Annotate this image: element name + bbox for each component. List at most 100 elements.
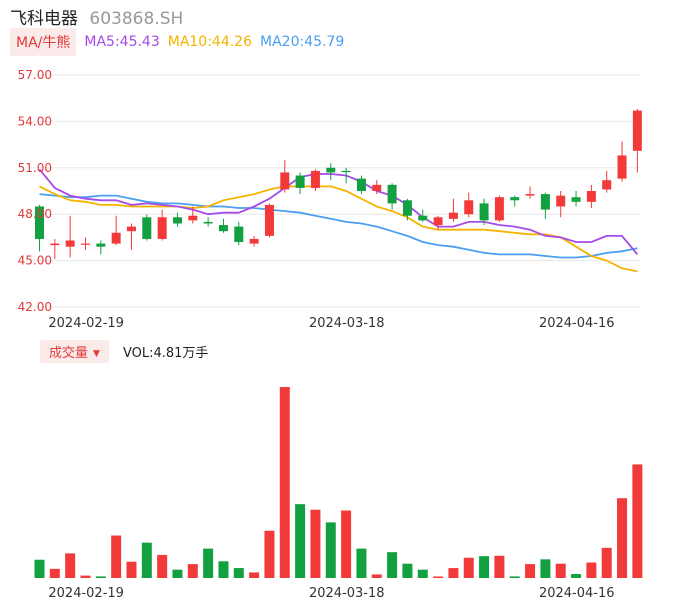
volume-bar (141, 542, 152, 578)
volume-bar (586, 562, 597, 578)
candle-body (464, 200, 474, 215)
candle-body (142, 217, 152, 239)
volume-bar (187, 564, 198, 578)
candle (218, 218, 228, 233)
volume-bar (65, 553, 76, 578)
y-tick-label: 42.00 (18, 300, 52, 314)
candle (50, 238, 60, 260)
candle (35, 204, 44, 252)
candle-body (65, 240, 75, 247)
volume-bar (356, 548, 367, 578)
volume-bar (448, 568, 459, 578)
stock-code: 603868.SH (89, 9, 184, 29)
candle-body (356, 178, 366, 191)
volume-bar (540, 559, 551, 578)
candle (111, 215, 121, 246)
candle (510, 195, 520, 207)
candle (65, 215, 75, 258)
candle (540, 192, 550, 219)
candle-body (448, 212, 458, 219)
candle (632, 109, 642, 173)
y-tick-label: 48.00 (18, 207, 52, 221)
candle-body (35, 206, 44, 239)
candle (479, 198, 489, 226)
candle-body (418, 215, 428, 221)
y-tick-label: 54.00 (18, 114, 52, 128)
volume-bar (111, 535, 122, 578)
volume-legend: 成交量 ▼ VOL:4.81万手 (40, 339, 209, 363)
volume-bar (95, 576, 106, 578)
volume-bar (264, 530, 275, 578)
volume-bar (387, 552, 398, 578)
candle (525, 186, 535, 199)
candle-body (632, 110, 642, 151)
candle (387, 183, 397, 210)
candle (280, 160, 290, 193)
candle-body (157, 217, 167, 239)
date-tick-label: 2024-02-19 (48, 586, 124, 601)
ma10-line (39, 185, 638, 273)
candle-body (602, 180, 612, 190)
y-tick-label: 45.00 (18, 254, 52, 268)
candle-body (218, 225, 228, 232)
candle (203, 217, 213, 227)
candle (464, 192, 474, 218)
volume-bar (233, 568, 244, 578)
candle-body (617, 155, 627, 179)
volume-indicator-tab[interactable]: 成交量 ▼ (40, 339, 109, 363)
candle-body (372, 184, 382, 191)
volume-bar (525, 564, 536, 578)
volume-bar (49, 568, 60, 578)
ma-indicator-tab[interactable]: MA/牛熊 (10, 28, 77, 56)
stock-header: 飞科电器 603868.SH (10, 4, 183, 29)
candle-body (111, 232, 121, 244)
candle-body (402, 200, 412, 216)
volume-bar (279, 387, 290, 578)
stock-name: 飞科电器 (10, 9, 78, 29)
candle-body (586, 191, 596, 202)
volume-bar (601, 547, 612, 578)
candle (356, 175, 366, 195)
candle (234, 221, 244, 246)
price-grid (30, 74, 640, 308)
date-tick-label: 2024-02-19 (48, 316, 124, 331)
volume-bar (310, 509, 321, 578)
moving-averages (38, 168, 639, 273)
candle-body (540, 194, 550, 210)
candle (326, 163, 336, 181)
ma10-legend: MA10:44.26 (167, 34, 253, 50)
candle-body (387, 184, 397, 204)
candle-body (479, 203, 489, 221)
candles (35, 109, 642, 260)
volume-bar (34, 559, 45, 578)
candle (126, 223, 136, 250)
candle (433, 215, 443, 230)
volume-tab-label: 成交量 (49, 345, 89, 361)
volume-bar (402, 563, 413, 578)
candle-body (80, 243, 90, 245)
volume-value: VOL:4.81万手 (122, 345, 209, 361)
candle (157, 209, 167, 241)
candle-body (525, 194, 535, 196)
candle (295, 172, 305, 195)
candle (372, 180, 382, 195)
date-tick-label: 2024-03-18 (309, 586, 385, 601)
dropdown-arrow-icon: ▼ (93, 348, 100, 359)
candle-body (341, 170, 351, 173)
volume-bar (126, 561, 137, 578)
candle-body (295, 175, 305, 188)
volume-bar (509, 576, 520, 578)
candle (172, 212, 182, 227)
volume-bar (632, 464, 643, 578)
y-tick-label: 51.00 (18, 161, 52, 175)
candle (602, 170, 612, 193)
candle-body (188, 215, 198, 221)
volume-bar (218, 561, 229, 578)
candle-body (433, 217, 443, 226)
date-tick-label: 2024-03-18 (309, 316, 385, 331)
volume-bar (617, 498, 628, 578)
volume-bar (80, 575, 91, 578)
candle (586, 184, 596, 209)
volume-bar (555, 563, 566, 578)
y-tick-label: 57.00 (18, 68, 52, 82)
